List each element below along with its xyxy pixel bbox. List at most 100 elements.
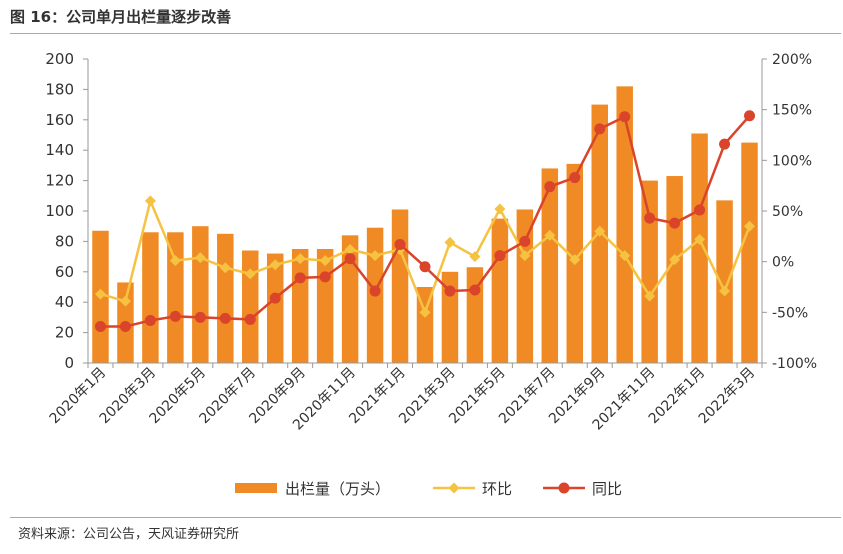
yoy-point-22 [619, 111, 631, 123]
mom-point-16 [469, 251, 481, 263]
yoy-point-1 [94, 321, 106, 333]
yoy-point-24 [669, 217, 681, 229]
yoy-point-11 [344, 253, 356, 265]
source-note: 资料来源：公司公告，天风证券研究所 [18, 527, 240, 542]
bar-26 [716, 200, 733, 363]
left-tick-label: 120 [45, 172, 74, 190]
mom-point-9 [294, 253, 306, 265]
right-tick-label: 100% [772, 153, 812, 169]
legend-yoy-marker [558, 482, 570, 494]
bar-4 [167, 232, 184, 363]
legend-yoy-label: 同比 [592, 480, 622, 498]
mom-point-1 [94, 288, 106, 300]
legend-mom-label: 环比 [482, 480, 512, 498]
yoy-point-16 [469, 284, 481, 296]
bar-8 [266, 253, 284, 363]
bar-5 [192, 226, 209, 363]
left-tick-label: 20 [55, 324, 74, 342]
mom-point-10 [319, 255, 331, 267]
yoy-point-26 [719, 138, 731, 150]
title-rule [10, 33, 841, 34]
yoy-point-9 [294, 272, 306, 284]
yoy-point-6 [219, 312, 231, 324]
bar-27 [741, 142, 758, 363]
left-tick-label: 180 [45, 80, 74, 98]
bar-7 [242, 250, 259, 363]
bar-9 [291, 249, 309, 363]
bar-23 [641, 180, 658, 363]
mom-point-20 [569, 254, 581, 266]
x-tick-labels: 2020年1月2020年3月2020年5月2020年7月2020年9月2020年… [47, 365, 759, 434]
mom-point-27 [744, 220, 756, 232]
figure-title: 图 16：公司单月出栏量逐步改善 [10, 8, 232, 26]
bar-series-layer [92, 86, 758, 364]
mom-point-3 [144, 195, 156, 207]
yoy-point-18 [519, 235, 531, 247]
left-tick-label: 160 [45, 111, 74, 129]
mom-point-2 [119, 295, 131, 307]
mom-point-17 [494, 203, 506, 215]
mom-point-23 [644, 290, 656, 302]
yoy-point-27 [744, 110, 756, 122]
legend-bar-label: 出栏量（万头） [285, 480, 390, 498]
yoy-point-19 [544, 181, 556, 193]
mom-point-11 [344, 244, 356, 256]
right-tick-label: 0% [772, 255, 794, 271]
right-tick-label: -100% [772, 356, 817, 372]
left-tick-label: 40 [55, 293, 74, 311]
mom-point-7 [244, 268, 256, 280]
bar-13 [391, 209, 409, 363]
mom-point-4 [169, 255, 181, 267]
bar-14 [416, 287, 434, 363]
mom-point-12 [369, 250, 381, 262]
right-tick-label: 200% [772, 52, 812, 68]
yoy-point-10 [319, 271, 331, 283]
left-tick-label: 80 [55, 232, 74, 250]
right-tick-label: 150% [772, 103, 812, 119]
right-tick-label: -50% [772, 305, 808, 321]
bar-11 [341, 235, 359, 363]
left-tick-label: 60 [55, 263, 74, 281]
bar-17 [491, 218, 509, 363]
mom-point-14 [419, 306, 431, 318]
legend-mom-marker [448, 482, 460, 494]
mom-point-18 [519, 250, 531, 262]
mom-point-21 [594, 225, 606, 237]
yoy-point-21 [594, 123, 606, 135]
mom-point-6 [219, 262, 231, 274]
left-tick-label: 100 [45, 202, 74, 220]
left-tick-label: 0 [64, 354, 74, 372]
yoy-point-13 [394, 238, 406, 250]
left-tick-label: 140 [45, 141, 74, 159]
bar-6 [217, 233, 234, 363]
yoy-point-7 [244, 313, 256, 325]
yoy-point-23 [644, 212, 656, 224]
yoy-point-8 [269, 292, 281, 304]
bar-3 [142, 232, 159, 363]
line-series-layer [94, 110, 756, 333]
right-tick-label: 50% [772, 204, 803, 220]
bar-22 [616, 86, 633, 364]
yoy-point-2 [119, 321, 131, 333]
mom-point-8 [269, 259, 281, 271]
mom-point-15 [444, 236, 456, 248]
axes-layer: 0 20 40 60 80 100 120 140 160 180 200 -100% -50% 0% 50… [45, 50, 817, 372]
legend-bar-swatch [235, 483, 277, 493]
yoy-point-14 [419, 261, 431, 273]
legend: 出栏量（万头） 环比 同比 [235, 480, 622, 498]
yoy-point-4 [169, 310, 181, 322]
mom-point-25 [694, 233, 706, 245]
mom-point-5 [194, 252, 206, 264]
bar-19 [541, 168, 559, 363]
mom-point-22 [619, 250, 631, 262]
yoy-point-25 [694, 204, 706, 216]
source-rule [10, 517, 841, 518]
mom-point-19 [544, 229, 556, 241]
bar-25 [691, 133, 708, 363]
yoy-point-5 [194, 311, 206, 323]
yoy-point-3 [144, 314, 156, 326]
mom-point-26 [719, 285, 731, 297]
left-tick-label: 200 [45, 50, 74, 68]
bar-18 [516, 209, 534, 363]
